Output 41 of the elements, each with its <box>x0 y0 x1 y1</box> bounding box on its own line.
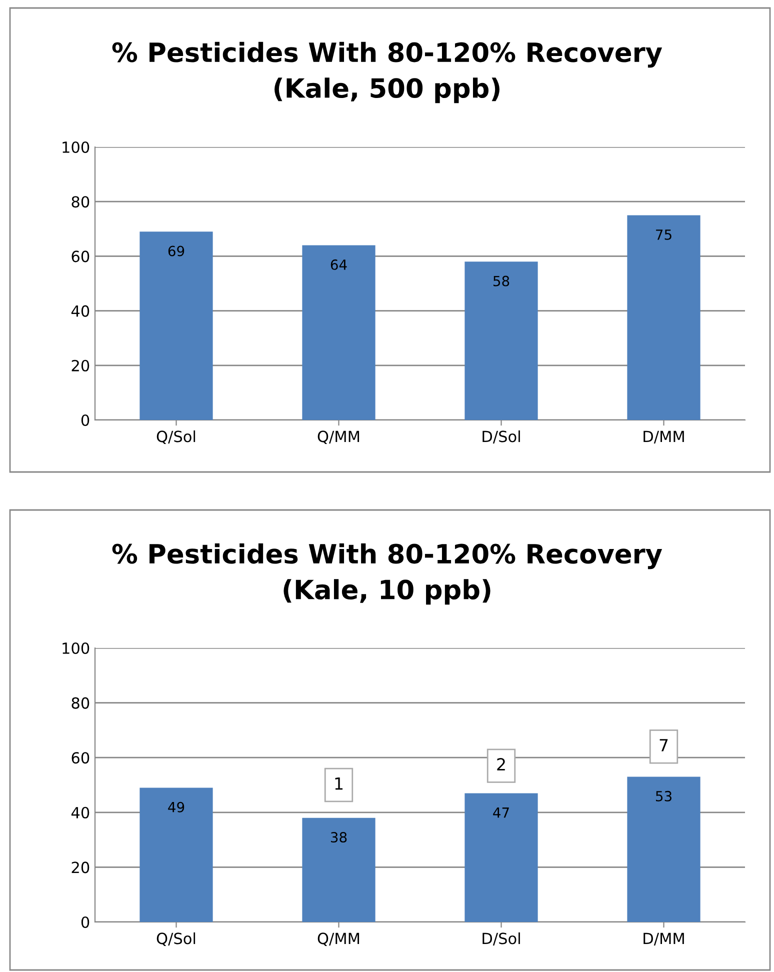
y-tick-label: 60 <box>72 752 90 764</box>
y-tick-label: 80 <box>72 196 90 208</box>
data-label: 38 <box>330 832 347 843</box>
chart-title: % Pesticides With 80-120% Recovery (Kale, 10 ppb) <box>112 543 662 605</box>
y-tick-label: 40 <box>71 806 90 818</box>
y-tick-label: 80 <box>72 697 90 709</box>
x-tick-label: D/Sol <box>482 430 520 444</box>
y-tick-label: 0 <box>81 414 90 426</box>
data-label: 75 <box>656 230 672 240</box>
y-tick-label: 100 <box>62 642 90 654</box>
x-tick-label: Q/MM <box>318 430 360 444</box>
x-tick-label: D/Sol <box>482 932 520 946</box>
annotation: 1 <box>335 777 343 790</box>
bar <box>140 788 213 922</box>
x-tick-label: D/MM <box>644 430 684 444</box>
y-tick-label: 60 <box>72 250 90 262</box>
y-tick-label: 20 <box>72 360 90 372</box>
bar <box>140 232 213 420</box>
x-tick-label: Q/Sol <box>156 430 196 444</box>
data-label: 58 <box>493 276 510 286</box>
y-tick-label: 100 <box>62 141 90 154</box>
x-tick-label: Q/Sol <box>156 932 196 946</box>
data-label: 53 <box>656 790 672 802</box>
data-label: 69 <box>168 246 184 256</box>
bar <box>627 215 700 420</box>
annotation: 7 <box>660 739 668 752</box>
bar <box>464 262 538 420</box>
annotation: 2 <box>497 758 505 770</box>
y-tick-label: 40 <box>71 305 90 317</box>
bar <box>627 776 700 922</box>
y-tick-label: 20 <box>72 862 90 874</box>
bar <box>302 245 376 420</box>
x-tick-label: D/MM <box>644 932 684 946</box>
bar <box>464 793 538 922</box>
x-tick-label: Q/MM <box>318 932 360 946</box>
data-label: 64 <box>330 259 347 270</box>
y-tick-label: 0 <box>81 916 90 928</box>
bar <box>302 818 376 922</box>
chart-title: % Pesticides With 80-120% Recovery (Kale, 500 ppb) <box>112 42 662 104</box>
data-label: 49 <box>168 802 184 812</box>
data-label: 47 <box>493 808 509 818</box>
